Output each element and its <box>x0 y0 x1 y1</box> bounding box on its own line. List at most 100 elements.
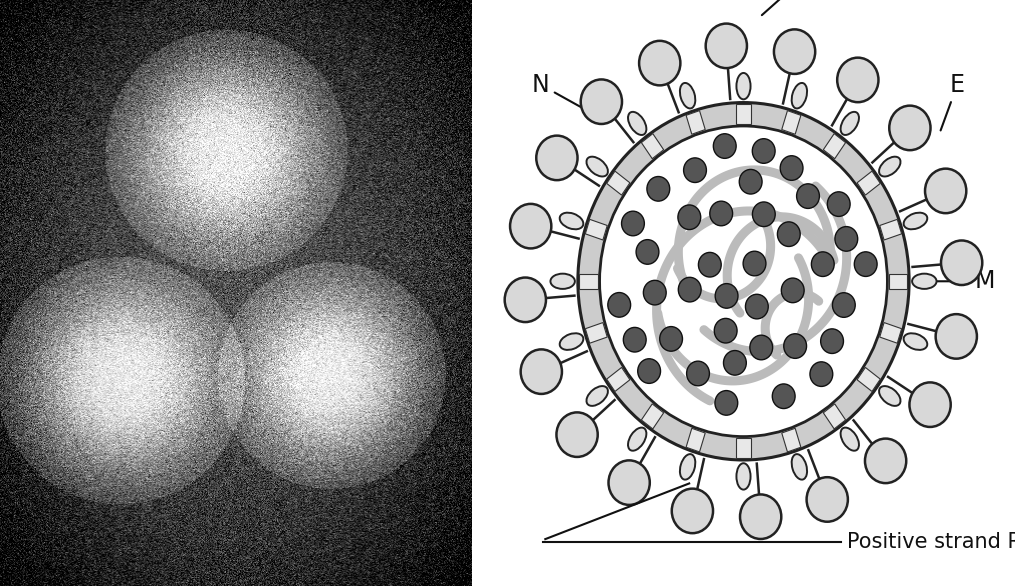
Ellipse shape <box>559 333 584 350</box>
Ellipse shape <box>879 156 900 176</box>
Polygon shape <box>580 274 598 289</box>
Circle shape <box>536 135 578 180</box>
Circle shape <box>772 384 795 408</box>
Ellipse shape <box>737 73 750 99</box>
Polygon shape <box>737 104 750 124</box>
Polygon shape <box>857 171 880 195</box>
Polygon shape <box>857 367 880 391</box>
Polygon shape <box>889 274 907 289</box>
Circle shape <box>811 252 834 277</box>
Ellipse shape <box>737 463 750 490</box>
Circle shape <box>750 335 772 360</box>
Ellipse shape <box>559 213 584 229</box>
Circle shape <box>578 103 909 460</box>
Circle shape <box>743 251 766 276</box>
Circle shape <box>647 176 670 201</box>
Text: Positive strand RNA: Positive strand RNA <box>847 532 1015 552</box>
Circle shape <box>660 326 682 351</box>
Polygon shape <box>782 428 801 452</box>
Circle shape <box>810 362 832 386</box>
Circle shape <box>521 349 562 394</box>
Circle shape <box>782 278 804 303</box>
Ellipse shape <box>587 386 608 406</box>
Circle shape <box>745 294 768 319</box>
Circle shape <box>637 359 661 383</box>
Circle shape <box>774 29 815 74</box>
Circle shape <box>705 23 747 68</box>
Circle shape <box>855 252 877 277</box>
Circle shape <box>941 240 983 285</box>
Polygon shape <box>686 428 705 452</box>
Circle shape <box>889 105 931 150</box>
Circle shape <box>752 139 775 163</box>
Circle shape <box>807 477 848 522</box>
Circle shape <box>739 169 762 194</box>
Ellipse shape <box>792 83 807 108</box>
Ellipse shape <box>680 83 695 108</box>
Circle shape <box>936 314 976 359</box>
Circle shape <box>714 134 736 158</box>
Polygon shape <box>880 219 901 240</box>
Ellipse shape <box>879 386 900 406</box>
Polygon shape <box>686 111 705 134</box>
Circle shape <box>781 156 803 180</box>
Ellipse shape <box>903 333 928 350</box>
Circle shape <box>837 57 878 102</box>
Circle shape <box>784 334 807 359</box>
Polygon shape <box>782 111 801 134</box>
Circle shape <box>678 277 701 302</box>
Text: N: N <box>532 73 581 107</box>
Circle shape <box>609 461 650 505</box>
Circle shape <box>581 80 622 124</box>
Text: S: S <box>762 0 800 15</box>
Circle shape <box>698 253 722 277</box>
Circle shape <box>715 318 737 343</box>
Circle shape <box>709 201 733 226</box>
Polygon shape <box>823 134 845 159</box>
Circle shape <box>724 350 746 375</box>
Polygon shape <box>607 171 630 195</box>
Circle shape <box>683 158 706 182</box>
Circle shape <box>715 391 738 415</box>
Polygon shape <box>607 367 630 391</box>
Circle shape <box>740 495 782 539</box>
Circle shape <box>556 413 598 457</box>
Polygon shape <box>586 219 607 240</box>
Circle shape <box>909 383 951 427</box>
Circle shape <box>832 293 856 318</box>
Circle shape <box>621 211 645 236</box>
Ellipse shape <box>680 454 695 479</box>
Text: E: E <box>941 73 965 131</box>
Ellipse shape <box>840 428 859 451</box>
Polygon shape <box>586 322 607 343</box>
Ellipse shape <box>912 274 937 289</box>
Text: M: M <box>930 270 995 293</box>
Circle shape <box>716 284 738 308</box>
Circle shape <box>686 361 709 386</box>
Circle shape <box>925 169 966 213</box>
Circle shape <box>623 328 647 352</box>
Circle shape <box>644 280 666 305</box>
Circle shape <box>865 438 906 483</box>
Ellipse shape <box>792 454 807 479</box>
Circle shape <box>636 240 659 264</box>
Polygon shape <box>737 438 750 458</box>
Circle shape <box>797 184 819 209</box>
Circle shape <box>504 278 546 322</box>
Circle shape <box>752 202 775 227</box>
Ellipse shape <box>903 213 928 229</box>
Ellipse shape <box>840 112 859 135</box>
Ellipse shape <box>628 428 647 451</box>
Circle shape <box>777 222 800 247</box>
Ellipse shape <box>550 274 574 289</box>
Ellipse shape <box>628 112 647 135</box>
Circle shape <box>678 205 700 230</box>
Circle shape <box>600 126 887 437</box>
Circle shape <box>672 489 713 533</box>
Circle shape <box>835 227 858 251</box>
Ellipse shape <box>587 156 608 176</box>
Polygon shape <box>823 404 845 429</box>
Polygon shape <box>641 134 664 159</box>
Circle shape <box>608 292 630 317</box>
Circle shape <box>511 204 551 248</box>
